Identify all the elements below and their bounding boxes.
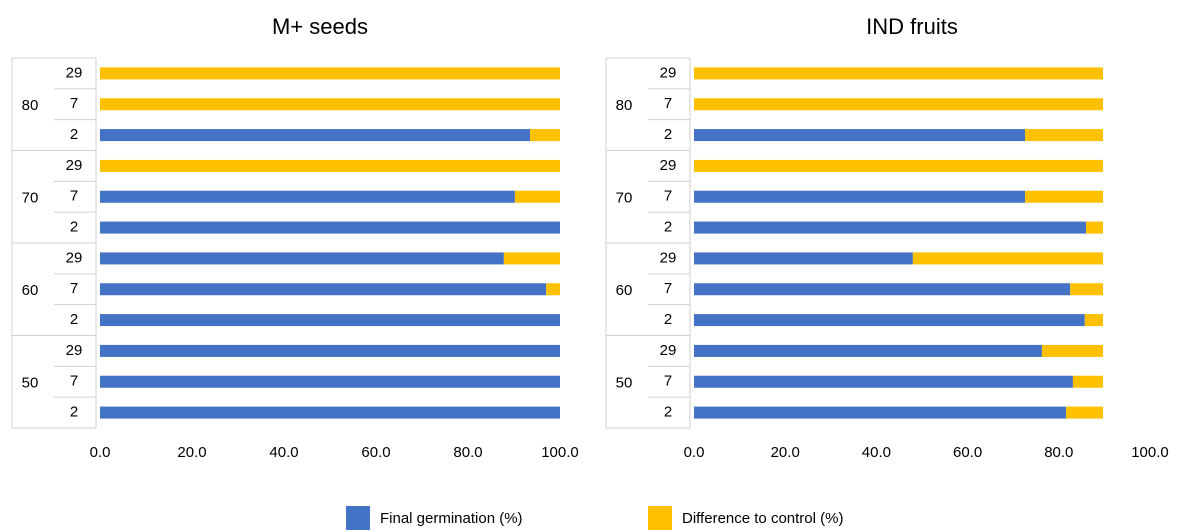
bar-segment <box>1072 375 1104 388</box>
bar-segment <box>694 375 1073 388</box>
x-tick-label: 80.0 <box>1044 444 1073 461</box>
bar-segment <box>694 221 1087 234</box>
bar-segment <box>100 129 531 142</box>
legend-swatch <box>346 506 370 530</box>
bar-segment <box>100 159 560 172</box>
group-label: 80 <box>616 97 633 114</box>
bar-segment <box>694 67 1104 80</box>
y-tick-label: 2 <box>664 219 672 236</box>
bar-segment <box>694 159 1104 172</box>
y-tick-label: 29 <box>660 249 677 266</box>
y-tick-label: 7 <box>664 373 672 390</box>
bar-segment <box>912 252 1104 265</box>
legend-label: Difference to control (%) <box>682 510 843 527</box>
group-label: 70 <box>22 190 39 207</box>
bar-segment <box>100 283 547 296</box>
y-tick-label: 29 <box>66 157 83 174</box>
bar-segment <box>100 252 504 265</box>
group-label: 70 <box>616 190 633 207</box>
y-tick-label: 29 <box>660 64 677 81</box>
y-tick-label: 7 <box>70 188 78 205</box>
y-tick-label: 7 <box>664 188 672 205</box>
group-label: 50 <box>22 375 39 392</box>
bar-segment <box>694 314 1085 327</box>
bar-segment <box>1025 190 1104 203</box>
x-tick-label: 20.0 <box>771 444 800 461</box>
x-tick-label: 60.0 <box>953 444 982 461</box>
y-tick-label: 29 <box>66 342 83 359</box>
x-tick-label: 100.0 <box>541 444 579 461</box>
bar-segment <box>694 283 1071 296</box>
bar-segment <box>694 406 1067 419</box>
bar-segment <box>1084 314 1104 327</box>
bar-segment <box>100 221 560 234</box>
y-tick-label: 2 <box>70 126 78 143</box>
y-tick-label: 7 <box>70 280 78 297</box>
legend-swatch <box>648 506 672 530</box>
bar-segment <box>694 98 1104 111</box>
y-tick-label: 2 <box>70 219 78 236</box>
x-tick-label: 40.0 <box>269 444 298 461</box>
bar-segment <box>694 252 913 265</box>
y-tick-label: 7 <box>664 95 672 112</box>
y-tick-label: 7 <box>664 280 672 297</box>
bar-segment <box>546 283 560 296</box>
chart-title: IND fruits <box>866 14 958 39</box>
x-tick-label: 20.0 <box>177 444 206 461</box>
x-tick-label: 40.0 <box>862 444 891 461</box>
x-tick-label: 0.0 <box>90 444 111 461</box>
bar-segment <box>530 129 560 142</box>
y-tick-label: 2 <box>664 126 672 143</box>
legend-label: Final germination (%) <box>380 510 523 527</box>
y-tick-label: 2 <box>664 404 672 421</box>
y-tick-label: 29 <box>66 64 83 81</box>
y-tick-label: 29 <box>660 157 677 174</box>
bar-segment <box>100 406 560 419</box>
group-label: 60 <box>616 282 633 299</box>
bar-segment <box>1041 344 1104 357</box>
bar-segment <box>100 190 515 203</box>
bar-segment <box>1070 283 1104 296</box>
x-tick-label: 0.0 <box>684 444 705 461</box>
x-tick-label: 80.0 <box>453 444 482 461</box>
chart-title: M+ seeds <box>272 14 368 39</box>
y-tick-label: 2 <box>664 311 672 328</box>
y-tick-label: 7 <box>70 373 78 390</box>
bar-segment <box>100 98 560 111</box>
y-tick-label: 2 <box>70 404 78 421</box>
y-tick-label: 29 <box>660 342 677 359</box>
bar-segment <box>694 344 1042 357</box>
group-label: 80 <box>22 97 39 114</box>
y-tick-label: 2 <box>70 311 78 328</box>
bar-segment <box>100 375 560 388</box>
bar-segment <box>503 252 560 265</box>
x-tick-label: 60.0 <box>361 444 390 461</box>
bar-segment <box>514 190 560 203</box>
y-tick-label: 7 <box>70 95 78 112</box>
bar-segment <box>694 129 1026 142</box>
bar-segment <box>694 190 1026 203</box>
bar-segment <box>1025 129 1104 142</box>
bar-segment <box>100 344 560 357</box>
bar-segment <box>1086 221 1104 234</box>
bar-segment <box>1066 406 1104 419</box>
bar-segment <box>100 314 560 327</box>
group-label: 60 <box>22 282 39 299</box>
bar-segment <box>100 67 560 80</box>
x-tick-label: 100.0 <box>1131 444 1169 461</box>
group-label: 50 <box>616 375 633 392</box>
y-tick-label: 29 <box>66 249 83 266</box>
